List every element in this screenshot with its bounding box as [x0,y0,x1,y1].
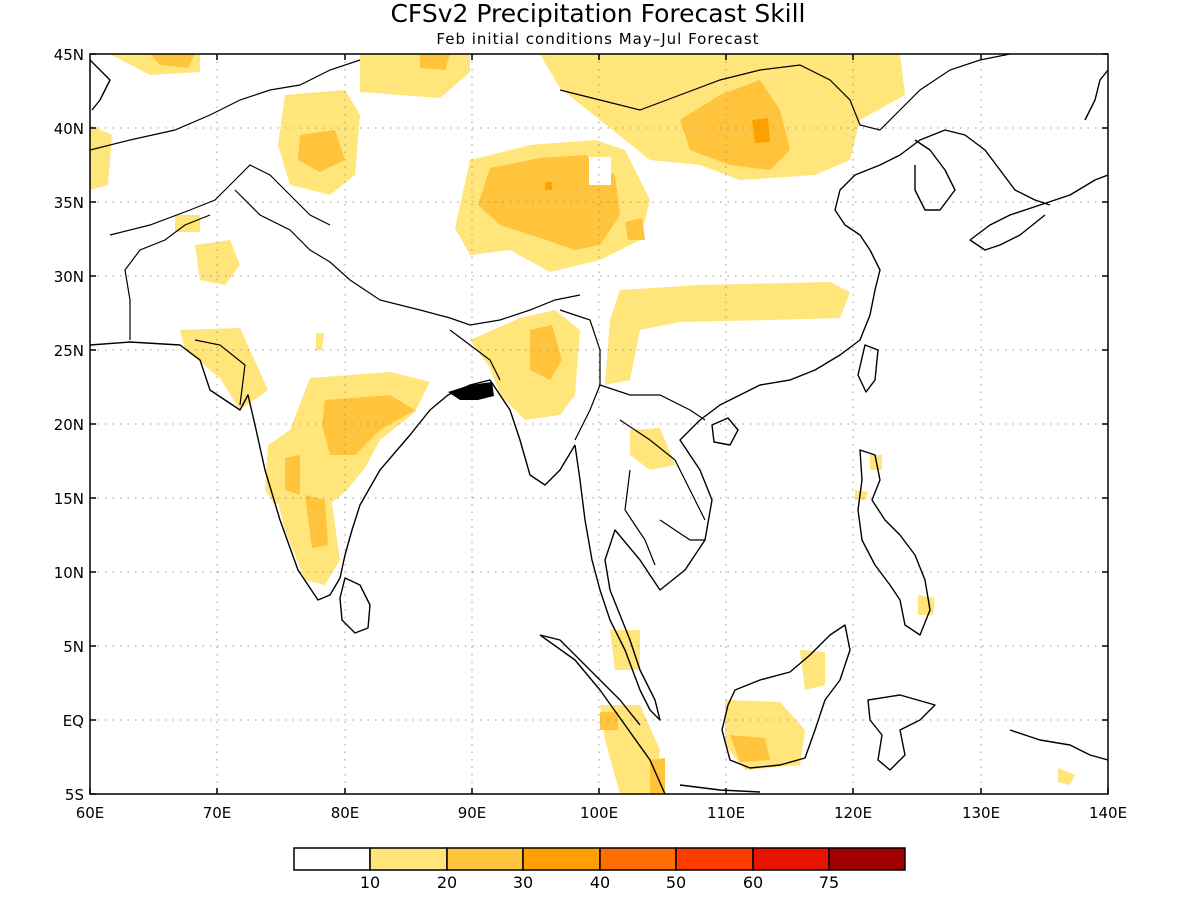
tick-marks [89,53,1109,795]
lon-label: 120E [834,804,872,822]
lat-label: 35N [54,194,84,212]
gridlines [90,54,1108,794]
lon-label: 110E [707,804,745,822]
lon-label: 140E [1089,804,1127,822]
lat-label: EQ [63,712,84,730]
map-subtitle: Feb initial conditions May–Jul Forecast [436,30,759,48]
skill-shading-20-30 [150,54,790,794]
colorbar-swatch-2 [446,847,524,871]
lon-label: 80E [331,804,360,822]
ganges-delta [448,382,494,400]
lon-label: 100E [580,804,618,822]
lat-label: 20N [54,416,84,434]
lat-labels: 45N 40N 35N 30N 25N 20N 15N 10N 5N EQ 5S [54,46,84,804]
country-borders [90,54,1011,566]
colorbar-swatch-1 [369,847,448,871]
masked-cell [589,157,611,185]
colorbar-label: 10 [360,873,380,892]
colorbar-label: 40 [590,873,610,892]
colorbar-label: 30 [513,873,533,892]
colorbar-label: 75 [819,873,839,892]
lat-label: 30N [54,268,84,286]
lat-label: 5N [63,638,84,656]
lat-label: 5S [65,786,84,804]
lon-label: 130E [962,804,1000,822]
lat-label: 25N [54,342,84,360]
colorbar-swatch-3 [522,847,601,871]
colorbar-label: 60 [743,873,763,892]
map-title: CFSv2 Precipitation Forecast Skill [390,0,805,28]
colorbar-swatch-0 [293,847,371,871]
lon-label: 70E [203,804,232,822]
colorbar: 10 20 30 40 50 60 75 [293,847,906,892]
colorbar-swatch-4 [599,847,677,871]
colorbar-swatch-5 [675,847,754,871]
lat-label: 40N [54,120,84,138]
lat-label: 45N [54,46,84,64]
colorbar-label: 20 [437,873,457,892]
colorbar-swatch-7 [828,847,906,871]
lat-label: 10N [54,564,84,582]
colorbar-label: 50 [666,873,686,892]
lon-labels: 60E 70E 80E 90E 100E 110E 120E 130E 140E [76,804,1127,822]
skill-shading-30-40 [545,118,770,190]
plot-area [90,54,1108,794]
lon-label: 90E [458,804,487,822]
coastlines [90,59,1108,794]
lat-label: 15N [54,490,84,508]
colorbar-swatch-6 [752,847,830,871]
lon-label: 60E [76,804,105,822]
